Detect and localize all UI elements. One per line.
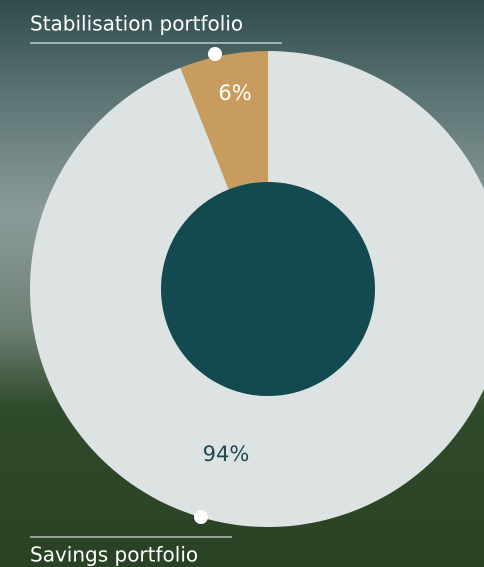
donut-hole xyxy=(161,182,375,396)
value-label: 6% xyxy=(218,81,251,105)
category-label: Savings portfolio xyxy=(30,543,198,567)
category-label: Stabilisation portfolio xyxy=(30,12,243,36)
value-label: 94% xyxy=(203,442,250,466)
label-dot xyxy=(194,510,208,524)
label-dot xyxy=(208,47,222,61)
